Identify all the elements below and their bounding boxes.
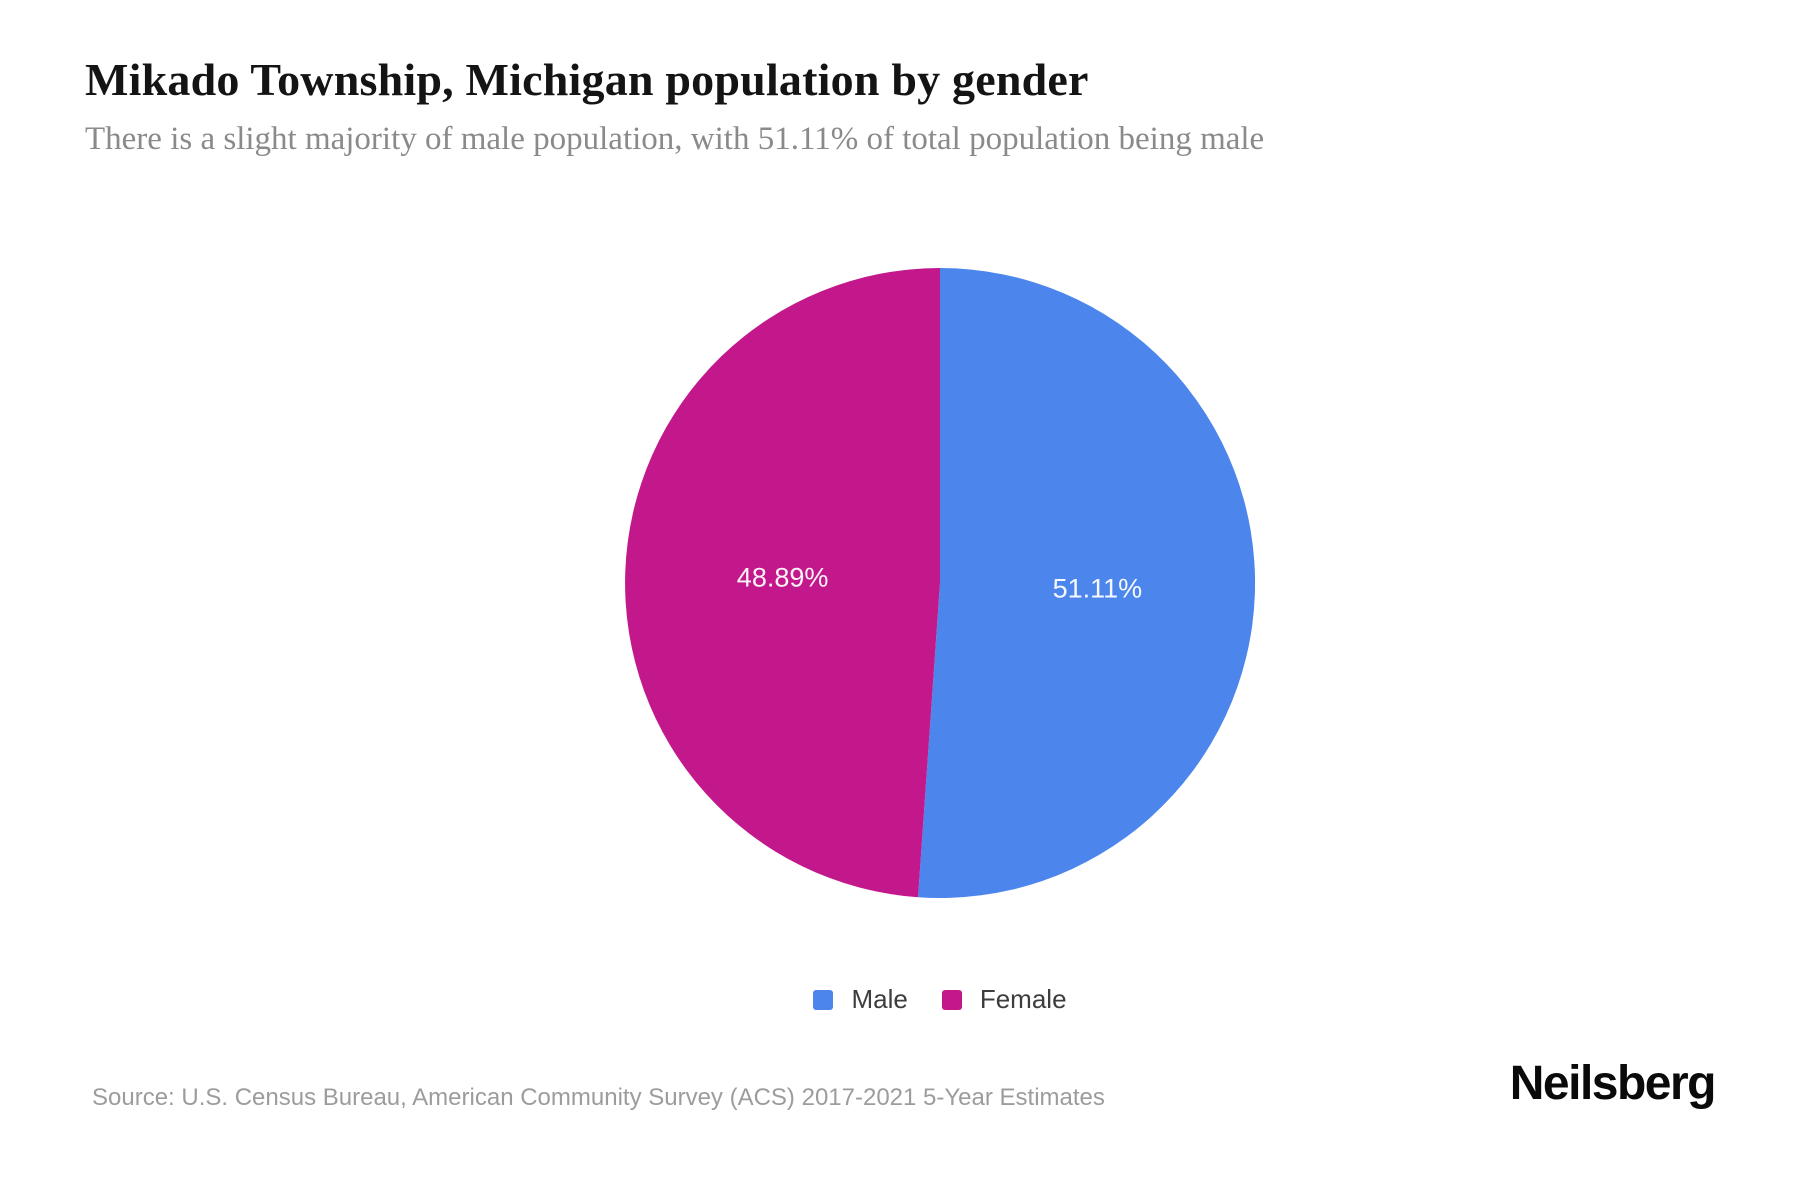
pie-chart: 51.11% 48.89% [625, 268, 1256, 898]
pie-chart-svg: 51.11% 48.89% [625, 268, 1256, 898]
legend-label-male: Male [851, 984, 908, 1014]
pie-label-female: 48.89% [737, 563, 829, 593]
source-note: Source: U.S. Census Bureau, American Com… [92, 1084, 1105, 1111]
legend-swatch-male-icon [813, 989, 834, 1010]
legend-swatch-female-icon [941, 989, 962, 1010]
legend-label-female: Female [979, 984, 1067, 1014]
legend: Male Female [625, 984, 1255, 1015]
pie-label-male: 51.11% [1053, 574, 1143, 604]
pie-slice-male[interactable] [918, 268, 1256, 898]
page-subtitle: There is a slight majority of male popul… [85, 121, 1265, 157]
page-title: Mikado Township, Michigan population by … [85, 54, 1089, 105]
legend-item-female[interactable]: Female [941, 984, 1067, 1015]
legend-item-male[interactable]: Male [813, 984, 908, 1015]
pie-slice-female[interactable] [625, 268, 940, 898]
brand-logo: Neilsberg [1509, 1057, 1717, 1110]
